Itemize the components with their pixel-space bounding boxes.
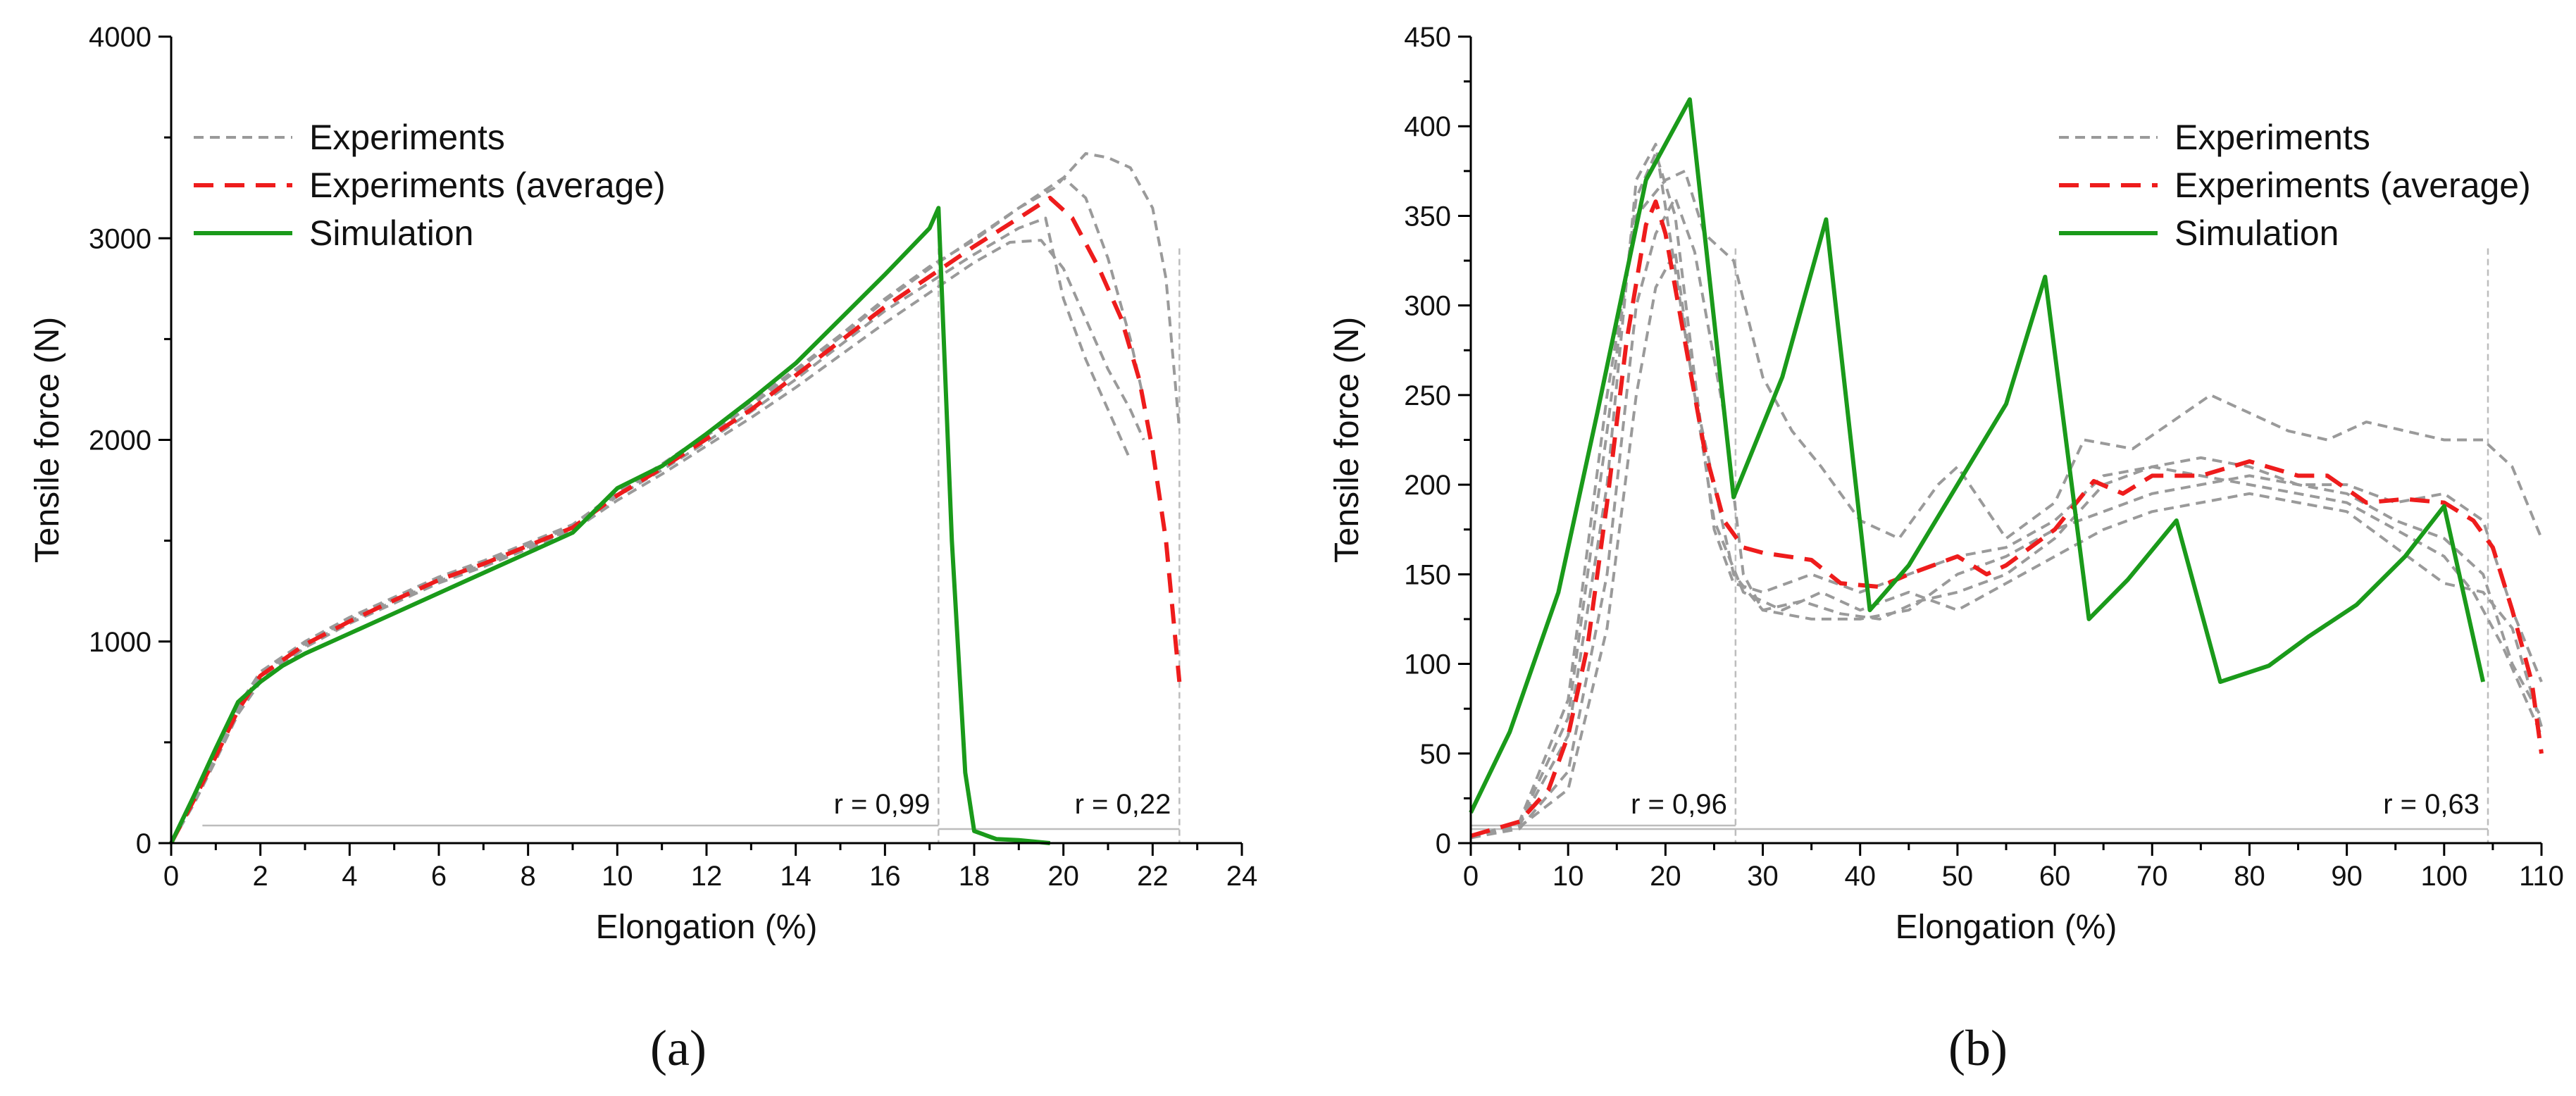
series-line-experiments: [1470, 197, 2543, 840]
x-tick-label: 90: [2331, 861, 2363, 892]
x-tick-label: 12: [691, 861, 723, 892]
y-tick-label: 350: [1404, 201, 1451, 232]
x-tick-label: 80: [2234, 861, 2265, 892]
series-line-experiments: [1470, 250, 2543, 840]
x-axis-label: Elongation (%): [596, 909, 818, 946]
legend: Experiments Experiments (average) Simulati…: [2059, 118, 2531, 253]
series-line-experiments: [1470, 151, 2543, 840]
y-tick-label: 50: [1420, 739, 1452, 770]
legend: Experiments Experiments (average) Simulati…: [194, 118, 666, 253]
x-tick-label: 30: [1747, 861, 1779, 892]
guide-group: r = 0,96 r = 0,63: [1471, 248, 2489, 843]
y-tick-label: 100: [1404, 649, 1451, 680]
x-tick-label: 22: [1137, 861, 1169, 892]
y-tick-label: 0: [136, 828, 151, 859]
legend-label-simulation: Simulation: [2174, 213, 2339, 253]
legend-label-average: Experiments (average): [2174, 166, 2531, 205]
y-tick-label: 0: [1436, 828, 1451, 859]
correlation-label: r = 0,63: [2383, 789, 2479, 820]
series-line-experiments: [1470, 142, 2543, 840]
legend-label-average: Experiments (average): [309, 166, 666, 205]
guide-group: r = 0,99 r = 0,22: [202, 248, 1181, 843]
y-tick-label: 200: [1404, 470, 1451, 501]
correlation-label: r = 0,96: [1631, 789, 1727, 820]
series-line-experiments: [170, 216, 1132, 844]
series-line-experiments: [1470, 169, 2543, 840]
y-tick-label: 300: [1404, 291, 1451, 322]
x-tick-label: 6: [431, 861, 447, 892]
series-line-experiments: [170, 152, 1181, 844]
x-tick-label: 0: [1463, 861, 1479, 892]
legend-label-simulation: Simulation: [309, 213, 473, 253]
x-tick-label: 70: [2136, 861, 2168, 892]
y-tick-label: 3000: [89, 223, 151, 254]
x-tick-label: 20: [1047, 861, 1079, 892]
series-line-experiments: [170, 176, 1145, 844]
series-line-simulation: [169, 206, 1050, 845]
x-tick-label: 100: [2420, 861, 2468, 892]
x-tick-label: 10: [602, 861, 633, 892]
x-tick-label: 14: [780, 861, 811, 892]
correlation-label: r = 0,22: [1075, 789, 1171, 820]
series-line-average: [169, 196, 1182, 845]
legend-label-experiments: Experiments: [309, 118, 505, 157]
series-line-experiments: [170, 239, 1145, 845]
x-tick-label: 20: [1650, 861, 1681, 892]
y-tick-label: 400: [1404, 111, 1451, 142]
correlation-label: r = 0,99: [834, 789, 931, 820]
series-line-simulation: [1469, 97, 2486, 814]
x-tick-label: 8: [521, 861, 536, 892]
legend-label-experiments: Experiments: [2174, 118, 2370, 157]
x-tick-label: 0: [163, 861, 179, 892]
y-tick-label: 450: [1404, 22, 1451, 53]
x-tick-label: 60: [2039, 861, 2071, 892]
x-tick-label: 50: [1942, 861, 1974, 892]
x-tick-label: 2: [253, 861, 268, 892]
series-group: [1469, 97, 2544, 840]
x-tick-label: 16: [869, 861, 901, 892]
axes-group: 0 10 20 30 40 50 60 70 80 90 100 110 0 50 100 150 200 250…: [1404, 22, 2564, 892]
x-axis-label: Elongation (%): [1896, 909, 2117, 946]
series-group: [169, 152, 1182, 845]
x-tick-label: 18: [959, 861, 990, 892]
panel-label: (b): [1948, 1020, 2008, 1076]
y-tick-label: 250: [1404, 380, 1451, 411]
x-tick-label: 4: [342, 861, 357, 892]
y-tick-label: 2000: [89, 425, 151, 456]
x-tick-label: 110: [2519, 861, 2564, 892]
y-axis-label: Tensile force (N): [1329, 317, 1366, 563]
chart-panel-a: r = 0,99 r = 0,220 2 4 6 8 10 12 14 16 18 20 22 24010…: [29, 22, 1257, 1076]
x-tick-label: 10: [1553, 861, 1584, 892]
x-tick-label: 40: [1844, 861, 1876, 892]
y-axis-label: Tensile force (N): [29, 317, 66, 563]
chart-panel-b: r = 0,96 r = 0,63 0 10 20 30 40 50 60 70 80 90 100 11…: [1329, 22, 2564, 1076]
series-line-average: [1470, 199, 2544, 838]
x-tick-label: 24: [1226, 861, 1258, 892]
panel-label: (a): [650, 1020, 707, 1076]
y-tick-label: 150: [1404, 559, 1451, 590]
y-tick-label: 4000: [89, 22, 151, 53]
y-tick-label: 1000: [89, 627, 151, 658]
